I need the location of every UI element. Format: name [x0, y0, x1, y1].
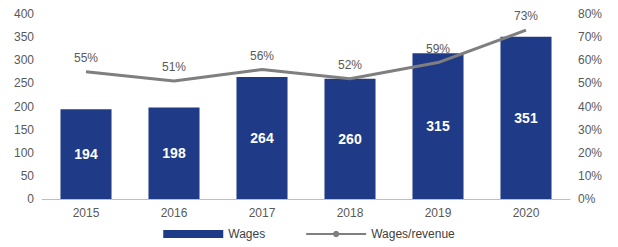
svg-text:30%: 30% [578, 123, 602, 137]
svg-text:2016: 2016 [161, 206, 188, 220]
svg-text:350: 350 [14, 30, 34, 44]
svg-text:200: 200 [14, 100, 34, 114]
svg-text:51%: 51% [162, 60, 186, 74]
svg-text:70%: 70% [578, 30, 602, 44]
svg-text:60%: 60% [578, 53, 602, 67]
svg-text:80%: 80% [578, 7, 602, 21]
svg-text:10%: 10% [578, 169, 602, 183]
svg-text:100: 100 [14, 146, 34, 160]
svg-text:194: 194 [74, 146, 98, 162]
svg-text:315: 315 [426, 118, 450, 134]
svg-text:56%: 56% [250, 49, 274, 63]
svg-text:59%: 59% [426, 42, 450, 56]
svg-text:73%: 73% [514, 9, 538, 23]
svg-text:55%: 55% [74, 51, 98, 65]
svg-text:351: 351 [514, 110, 538, 126]
svg-text:150: 150 [14, 123, 34, 137]
svg-text:2015: 2015 [73, 206, 100, 220]
svg-text:52%: 52% [338, 58, 362, 72]
svg-text:198: 198 [162, 145, 186, 161]
svg-text:Wages/revenue: Wages/revenue [371, 227, 455, 241]
svg-text:2017: 2017 [249, 206, 276, 220]
svg-text:400: 400 [14, 7, 34, 21]
svg-text:50: 50 [21, 169, 35, 183]
svg-text:260: 260 [338, 131, 362, 147]
svg-text:300: 300 [14, 53, 34, 67]
svg-text:0: 0 [27, 192, 34, 206]
svg-text:2020: 2020 [513, 206, 540, 220]
svg-text:264: 264 [250, 130, 274, 146]
svg-text:2019: 2019 [425, 206, 452, 220]
svg-text:Wages: Wages [228, 227, 265, 241]
svg-text:40%: 40% [578, 100, 602, 114]
svg-text:0%: 0% [578, 192, 596, 206]
svg-text:50%: 50% [578, 76, 602, 90]
svg-text:250: 250 [14, 76, 34, 90]
svg-text:2018: 2018 [337, 206, 364, 220]
svg-text:20%: 20% [578, 146, 602, 160]
